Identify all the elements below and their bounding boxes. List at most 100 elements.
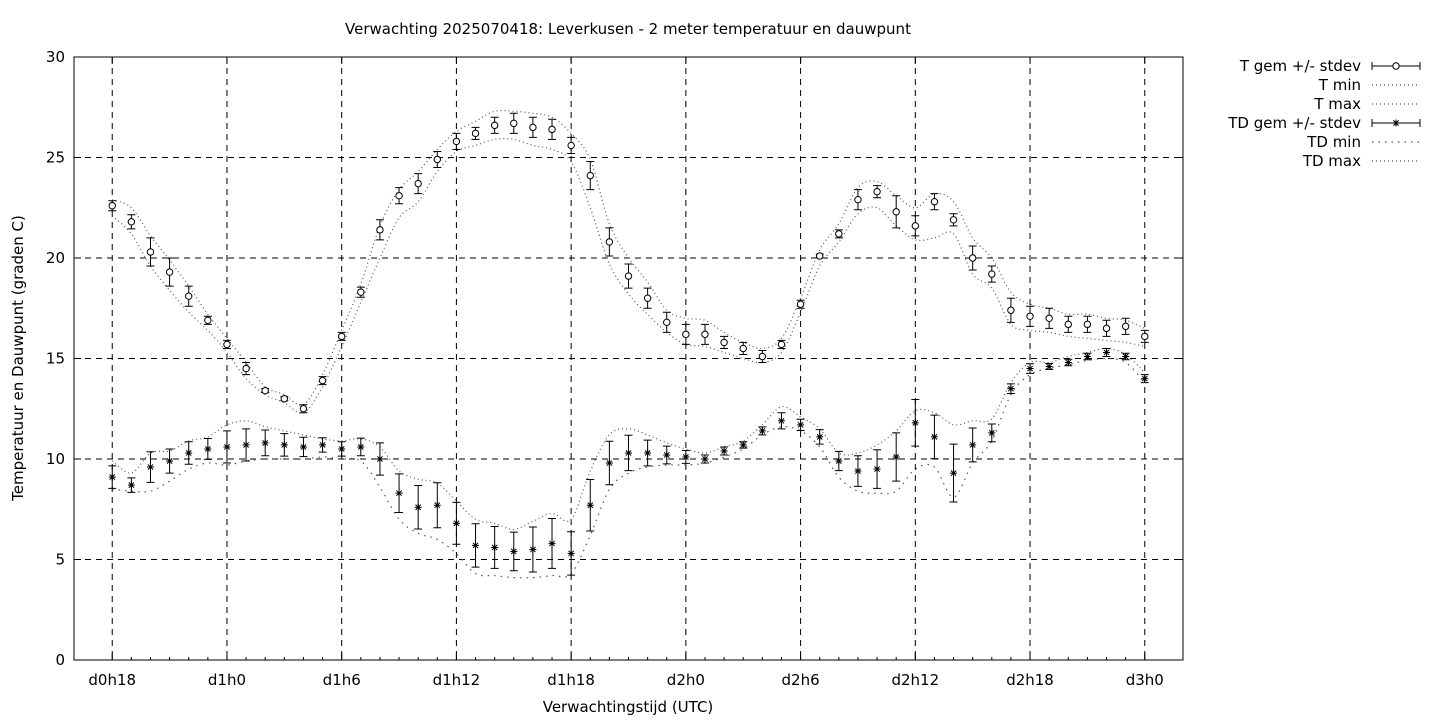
data-point [146, 248, 155, 256]
data-point [338, 445, 346, 453]
data-point [1064, 320, 1072, 329]
legend-label: TD gem +/- stdev [1227, 114, 1361, 132]
data-point [663, 451, 671, 459]
y-tick-label: 5 [55, 551, 65, 569]
data-point [777, 417, 785, 425]
x-tick-label: d2h6 [782, 671, 820, 689]
legend-label: T min [1318, 76, 1361, 94]
data-point [376, 455, 384, 463]
data-point [701, 330, 709, 339]
data-point [261, 439, 269, 447]
data-point [873, 465, 881, 473]
data-point [950, 469, 958, 477]
data-point [624, 272, 633, 280]
data-point [395, 489, 403, 497]
data-point [490, 121, 499, 130]
data-point [777, 340, 786, 349]
data-point [854, 467, 862, 475]
data-point [472, 541, 480, 549]
data-point [376, 226, 384, 234]
data-point [949, 216, 958, 224]
y-tick-label: 10 [46, 450, 65, 468]
data-point [605, 459, 613, 467]
data-point [605, 238, 614, 246]
data-point [146, 463, 154, 471]
data-point [739, 344, 747, 353]
data-point [682, 453, 690, 461]
data-point [414, 503, 422, 511]
data-point [280, 441, 288, 449]
data-point [892, 453, 900, 461]
data-point [452, 137, 461, 146]
data-point [1045, 314, 1053, 322]
data-point [510, 547, 518, 555]
data-point [471, 129, 480, 138]
data-point [1045, 363, 1053, 371]
data-point [452, 519, 460, 527]
x-tick-label: d0h18 [88, 671, 136, 689]
data-point [873, 187, 881, 196]
y-tick-label: 15 [46, 350, 65, 368]
data-point [108, 202, 116, 210]
data-point [911, 419, 919, 427]
data-point [1121, 322, 1130, 331]
legend-label: TD max [1302, 152, 1361, 170]
data-point [1007, 306, 1015, 314]
data-point [969, 441, 977, 449]
data-point [1102, 324, 1111, 333]
series-3 [108, 347, 1149, 576]
data-point [299, 405, 308, 413]
legend-label: TD min [1306, 133, 1361, 151]
series-line-2 [111, 109, 1146, 406]
data-point [911, 222, 920, 230]
y-axis: 0 5 10 15 20 25 30 [46, 48, 1183, 669]
data-point [816, 252, 824, 260]
x-tick-label: d3h0 [1126, 671, 1164, 689]
legend-label: T gem +/- stdev [1239, 57, 1361, 75]
data-point [433, 155, 441, 164]
data-point [414, 179, 422, 188]
data-point [586, 171, 594, 180]
data-point [357, 288, 365, 296]
data-point [1103, 348, 1111, 356]
data-point [223, 340, 231, 349]
data-point [720, 338, 728, 347]
data-point [108, 473, 116, 481]
data-point [357, 443, 365, 451]
data-point [835, 457, 843, 465]
data-point [185, 292, 193, 300]
data-point [930, 433, 938, 441]
data-point [586, 501, 594, 509]
data-point [835, 230, 843, 238]
data-point [127, 481, 135, 489]
data-point [720, 447, 728, 455]
data-point [319, 441, 327, 449]
data-point [968, 254, 977, 262]
data-point [663, 318, 671, 327]
data-point [701, 455, 709, 463]
data-point [758, 427, 766, 435]
x-tick-label: d2h18 [1006, 671, 1054, 689]
data-point [166, 457, 174, 465]
y-tick-label: 30 [46, 48, 65, 66]
chart-title: Verwachting 2025070418: Leverkusen - 2 m… [345, 20, 911, 38]
data-point [185, 449, 193, 457]
series-line-4 [112, 357, 1146, 579]
data-point [1026, 365, 1034, 373]
data-point [988, 429, 996, 437]
legend-label: T max [1313, 95, 1361, 113]
data-point [1141, 375, 1149, 383]
x-tick-label: d1h12 [433, 671, 481, 689]
data-point [242, 441, 250, 449]
data-point [930, 198, 939, 206]
data-point [988, 270, 996, 278]
data-point [491, 543, 499, 551]
data-point [892, 208, 900, 216]
data-point [796, 300, 805, 308]
data-point [739, 441, 747, 449]
data-point [127, 218, 136, 226]
series-layer [108, 109, 1149, 579]
data-point [1141, 332, 1149, 341]
data-point [204, 445, 212, 453]
